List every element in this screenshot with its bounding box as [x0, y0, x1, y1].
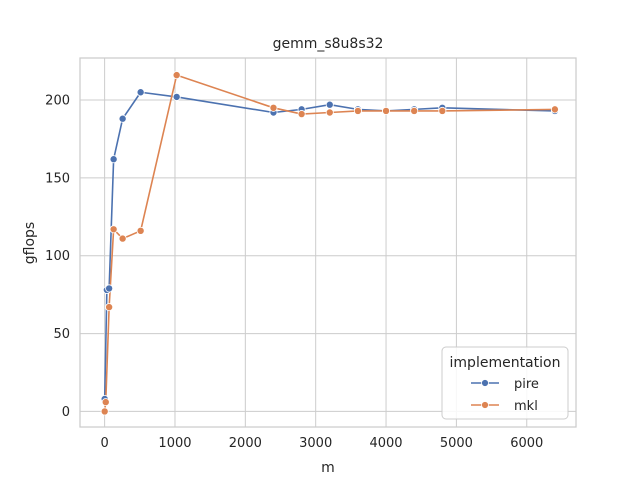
x-tick-label: 3000	[299, 436, 332, 451]
y-tick-label: 100	[45, 249, 70, 264]
data-point-pire	[172, 92, 181, 101]
data-point-mkl	[136, 226, 145, 235]
data-point-mkl	[172, 71, 181, 80]
x-tick-label: 5000	[440, 436, 473, 451]
data-point-mkl	[438, 106, 447, 115]
y-ticks: 0 50 100 150 200	[45, 94, 70, 420]
x-tick-label: 0	[100, 436, 108, 451]
data-point-mkl	[297, 110, 306, 119]
legend-marker-mkl	[481, 401, 489, 409]
y-tick-label: 0	[62, 405, 70, 420]
data-point-mkl	[269, 103, 278, 112]
data-point-pire	[118, 114, 127, 123]
y-tick-label: 200	[45, 94, 70, 109]
legend-label-pire: pire	[514, 377, 539, 392]
data-point-mkl	[410, 106, 419, 115]
x-axis-label: m	[321, 460, 335, 476]
x-tick-label: 6000	[510, 436, 543, 451]
x-tick-label: 1000	[158, 436, 191, 451]
legend-marker-pire	[481, 379, 489, 387]
x-tick-label: 4000	[369, 436, 402, 451]
data-point-mkl	[382, 106, 391, 115]
data-point-mkl	[109, 225, 118, 234]
legend-title: implementation	[450, 355, 561, 371]
data-point-mkl	[325, 108, 334, 117]
legend-box	[441, 346, 569, 420]
data-point-mkl	[353, 106, 362, 115]
data-point-pire	[325, 100, 334, 109]
series-layer	[100, 71, 559, 416]
legend-label-mkl: mkl	[514, 399, 538, 414]
data-point-mkl	[118, 234, 127, 243]
x-ticks: 0 1000 2000 3000 4000 5000 6000	[100, 436, 543, 451]
data-point-pire	[105, 284, 114, 293]
data-point-mkl	[105, 303, 114, 312]
legend: implementation pire mkl	[441, 346, 569, 420]
chart-title: gemm_s8u8s32	[273, 36, 384, 52]
data-point-pire	[136, 88, 145, 97]
data-point-mkl	[101, 398, 110, 407]
plot-frame	[79, 57, 577, 428]
y-tick-label: 150	[45, 171, 70, 186]
data-point-mkl	[550, 105, 559, 114]
data-point-pire	[109, 155, 118, 164]
grid	[80, 58, 576, 427]
y-axis-label: gflops	[22, 222, 38, 264]
y-tick-label: 50	[53, 327, 70, 342]
data-point-mkl	[100, 407, 109, 416]
x-tick-label: 2000	[229, 436, 262, 451]
